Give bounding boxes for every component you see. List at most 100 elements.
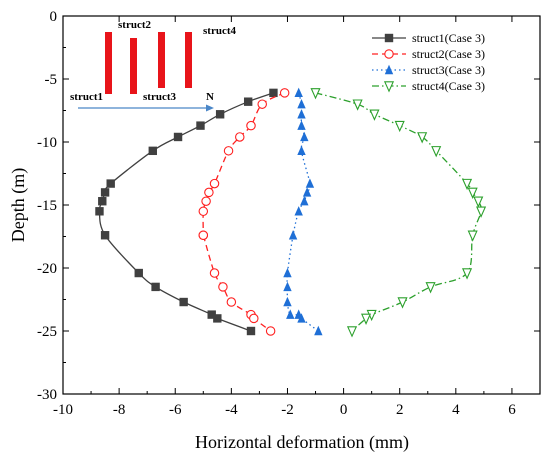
data-point	[473, 196, 484, 208]
data-point	[106, 179, 115, 188]
y-tick-label: -30	[37, 387, 57, 403]
inset-label: struct1	[70, 91, 103, 103]
data-point	[314, 325, 323, 336]
inset-diagram: struct1 struct2 struct3 struct4 N	[70, 19, 236, 112]
inset-label: struct3	[143, 91, 176, 103]
data-point	[297, 120, 306, 130]
data-point	[265, 326, 276, 336]
data-point	[207, 310, 216, 319]
legend-label: struct4(Case 3)	[412, 79, 485, 93]
data-point	[425, 282, 436, 294]
data-point	[215, 110, 225, 119]
inset-structure-bar	[158, 32, 165, 88]
data-point	[209, 178, 220, 189]
data-point	[98, 197, 107, 206]
data-point	[300, 131, 309, 142]
data-point	[213, 314, 222, 323]
axes: -10 -8 -6 -4 -2 0 2 4 60-5-10-15-20-25-30	[37, 9, 541, 418]
data-point	[417, 132, 428, 144]
data-point	[151, 282, 160, 292]
data-point	[300, 196, 309, 206]
data-point	[397, 297, 408, 309]
data-point	[218, 282, 228, 292]
legend-label: struct2(Case 3)	[412, 47, 485, 61]
data-point	[269, 88, 278, 98]
data-point	[346, 326, 358, 338]
legend-entry: struct1(Case 3)	[372, 31, 485, 45]
data-point	[209, 268, 220, 278]
inset-structure-bar	[185, 32, 192, 88]
legend-label: struct3(Case 3)	[412, 63, 485, 77]
x-tick-label: -4	[225, 402, 238, 418]
y-tick-label: -20	[37, 261, 57, 277]
inset-label: struct2	[118, 19, 151, 31]
x-tick-label: -10	[53, 402, 73, 418]
data-point	[461, 268, 473, 280]
data-point	[283, 296, 292, 307]
x-tick-label: 6	[508, 402, 516, 418]
series-3	[283, 87, 323, 336]
data-point	[246, 326, 256, 336]
data-point	[249, 313, 259, 324]
x-tick-label: -2	[281, 402, 294, 418]
data-point	[467, 187, 478, 199]
data-point	[297, 109, 306, 119]
data-point	[257, 99, 267, 109]
legend-marker	[384, 64, 394, 75]
y-tick-label: -10	[37, 135, 57, 151]
data-point	[297, 99, 306, 109]
data-point	[95, 207, 104, 216]
data-point	[302, 187, 312, 197]
data-point	[201, 196, 211, 206]
data-point	[235, 132, 245, 142]
data-point	[294, 206, 303, 216]
data-point	[279, 88, 290, 98]
y-tick-label: -5	[45, 72, 58, 88]
y-tick-label: -25	[37, 324, 57, 340]
data-point	[100, 188, 110, 197]
y-tick-label: -15	[37, 198, 57, 214]
data-point	[100, 231, 110, 240]
y-tick-label: 0	[50, 9, 58, 25]
data-point	[288, 230, 298, 240]
inset-label: struct4	[203, 25, 236, 37]
data-point	[467, 230, 478, 242]
data-point	[297, 145, 306, 156]
series-line	[201, 92, 285, 332]
legend-entry: struct4(Case 3)	[372, 79, 485, 93]
data-point	[305, 178, 315, 188]
data-point	[134, 268, 143, 278]
data-point	[179, 297, 188, 307]
legend-entry: struct3(Case 3)	[372, 63, 485, 77]
x-axis-title: Horizontal deformation (mm)	[195, 432, 409, 453]
data-point	[431, 146, 442, 158]
series-line	[315, 92, 482, 332]
legend: struct1(Case 3) struct2(Case 3) struct3(Ca…	[372, 31, 485, 93]
data-point	[283, 281, 292, 292]
inset-arrow-head	[206, 104, 214, 112]
legend-label: struct1(Case 3)	[412, 31, 485, 45]
data-point	[283, 267, 292, 278]
data-point	[173, 132, 183, 142]
data-point	[461, 178, 473, 191]
inset-label: N	[206, 91, 214, 103]
data-point	[198, 230, 209, 240]
x-tick-label: 4	[452, 402, 460, 418]
data-point	[226, 297, 237, 307]
series-1	[95, 88, 278, 336]
legend-marker	[384, 49, 394, 59]
legend-marker	[384, 33, 394, 43]
x-tick-label: 2	[396, 402, 404, 418]
data-point	[223, 146, 234, 156]
legend-entry: struct2(Case 3)	[372, 47, 485, 61]
x-tick-label: -6	[169, 402, 182, 418]
y-axis-title: Depth (m)	[8, 168, 29, 242]
data-point	[294, 87, 303, 98]
data-point	[352, 99, 363, 111]
data-point	[286, 309, 295, 319]
data-point	[148, 146, 157, 156]
data-point	[198, 206, 209, 217]
series-layer	[95, 87, 487, 338]
x-tick-label: 0	[340, 402, 348, 418]
